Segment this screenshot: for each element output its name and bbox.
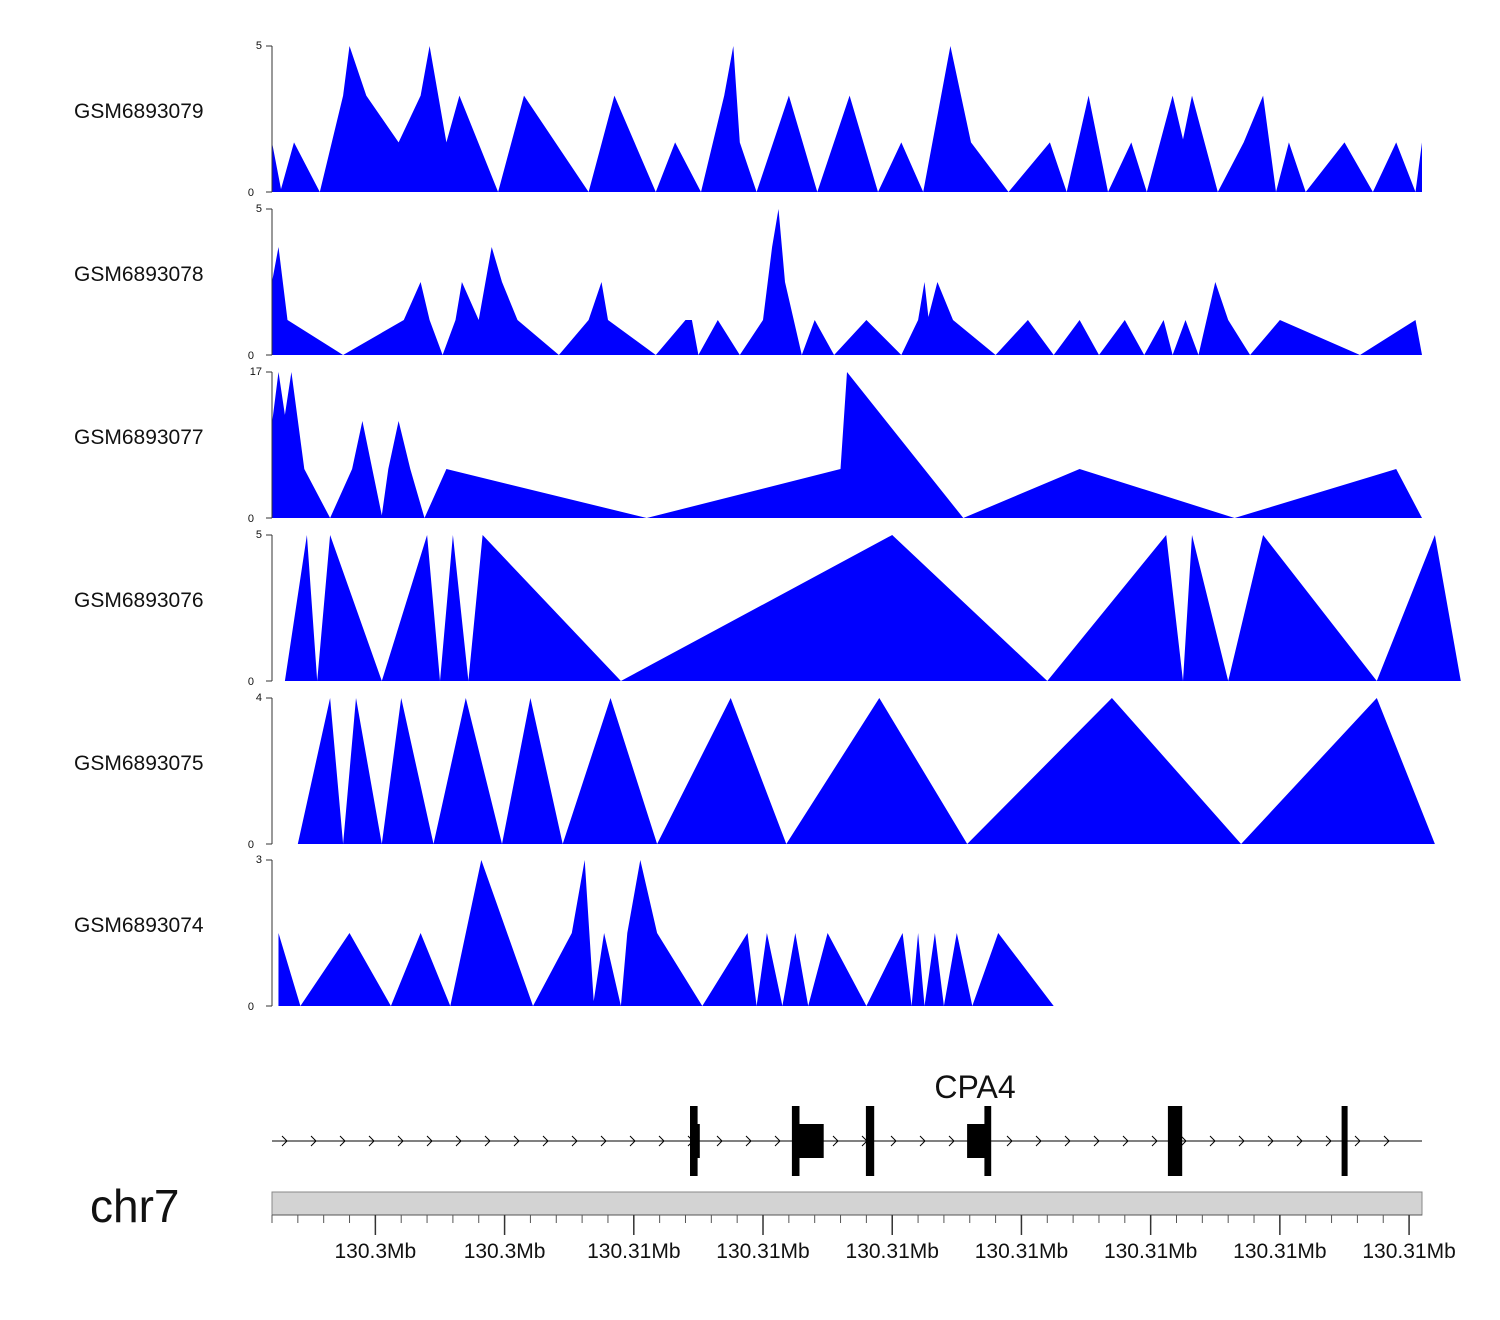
coverage-area <box>278 860 1053 1006</box>
axis-tick-label: 130.31Mb <box>587 1240 680 1263</box>
y-tick-label-min: 0 <box>248 676 254 688</box>
exon <box>984 1106 991 1176</box>
y-tick-label-min: 0 <box>248 350 254 362</box>
axis-tick-label: 130.3Mb <box>335 1240 417 1263</box>
exon <box>800 1124 824 1158</box>
track-GSM6893074: 3 0 GSM6893074 <box>74 854 1054 1013</box>
axis-tick-label: 130.31Mb <box>1104 1240 1197 1263</box>
axis-tick-label: 130.31Mb <box>1233 1240 1326 1263</box>
axis-tick-label: 130.31Mb <box>716 1240 809 1263</box>
exon <box>967 1124 984 1158</box>
y-tick-label-max: 5 <box>256 529 262 541</box>
track-label: GSM6893074 <box>74 914 204 937</box>
exon <box>690 1106 698 1176</box>
exon <box>866 1106 874 1176</box>
track-label: GSM6893079 <box>74 100 204 123</box>
y-tick-label-min: 0 <box>248 513 254 525</box>
axis-tick-label: 130.3Mb <box>464 1240 546 1263</box>
chromosome-label: chr7 <box>90 1180 179 1232</box>
coverage-area <box>272 372 1422 518</box>
y-tick-label-max: 3 <box>256 854 262 866</box>
track-GSM6893075: 4 0 GSM6893075 <box>74 692 1435 851</box>
chromosome-ideogram <box>272 1192 1422 1215</box>
coverage-area <box>272 209 1422 355</box>
exon <box>1168 1106 1182 1176</box>
coverage-area <box>298 698 1435 844</box>
coverage-area <box>272 46 1422 192</box>
genome-axis: chr7 130.3Mb 130.3Mb 130.31Mb 130.31Mb 130.3… <box>90 1180 1456 1263</box>
coverage-area <box>285 535 1461 681</box>
y-tick-label-max: 17 <box>250 366 262 378</box>
gene-label: CPA4 <box>934 1069 1015 1105</box>
y-tick-label-min: 0 <box>248 839 254 851</box>
track-label: GSM6893077 <box>74 426 204 449</box>
gene-track: CPA4 <box>272 1069 1422 1176</box>
track-label: GSM6893075 <box>74 752 204 775</box>
track-GSM6893078: 5 0 GSM6893078 <box>74 203 1422 362</box>
axis-tick-label: 130.31Mb <box>1362 1240 1455 1263</box>
track-label: GSM6893078 <box>74 263 204 286</box>
track-GSM6893076: 5 0 GSM6893076 <box>74 529 1461 688</box>
track-label: GSM6893076 <box>74 589 204 612</box>
y-tick-label-max: 4 <box>256 692 262 704</box>
exon <box>1342 1106 1348 1176</box>
exon <box>698 1124 700 1158</box>
axis-ticks: 130.3Mb 130.3Mb 130.31Mb 130.31Mb 130.31Mb 13… <box>272 1215 1456 1263</box>
y-tick-label-min: 0 <box>248 1001 254 1013</box>
genome-track-plot: 50GSM689307950GSM6893078170GSM689307750G… <box>0 0 1500 1320</box>
track-GSM6893079: 5 0 GSM6893079 <box>74 40 1422 199</box>
coverage-tracks: 50GSM689307950GSM6893078170GSM689307750G… <box>74 40 1461 1013</box>
exon <box>792 1106 800 1176</box>
y-tick-label-max: 5 <box>256 40 262 52</box>
axis-tick-label: 130.31Mb <box>846 1240 939 1263</box>
axis-tick-label: 130.31Mb <box>975 1240 1068 1263</box>
track-GSM6893077: 17 0 GSM6893077 <box>74 366 1422 525</box>
y-tick-label-min: 0 <box>248 187 254 199</box>
y-tick-label-max: 5 <box>256 203 262 215</box>
